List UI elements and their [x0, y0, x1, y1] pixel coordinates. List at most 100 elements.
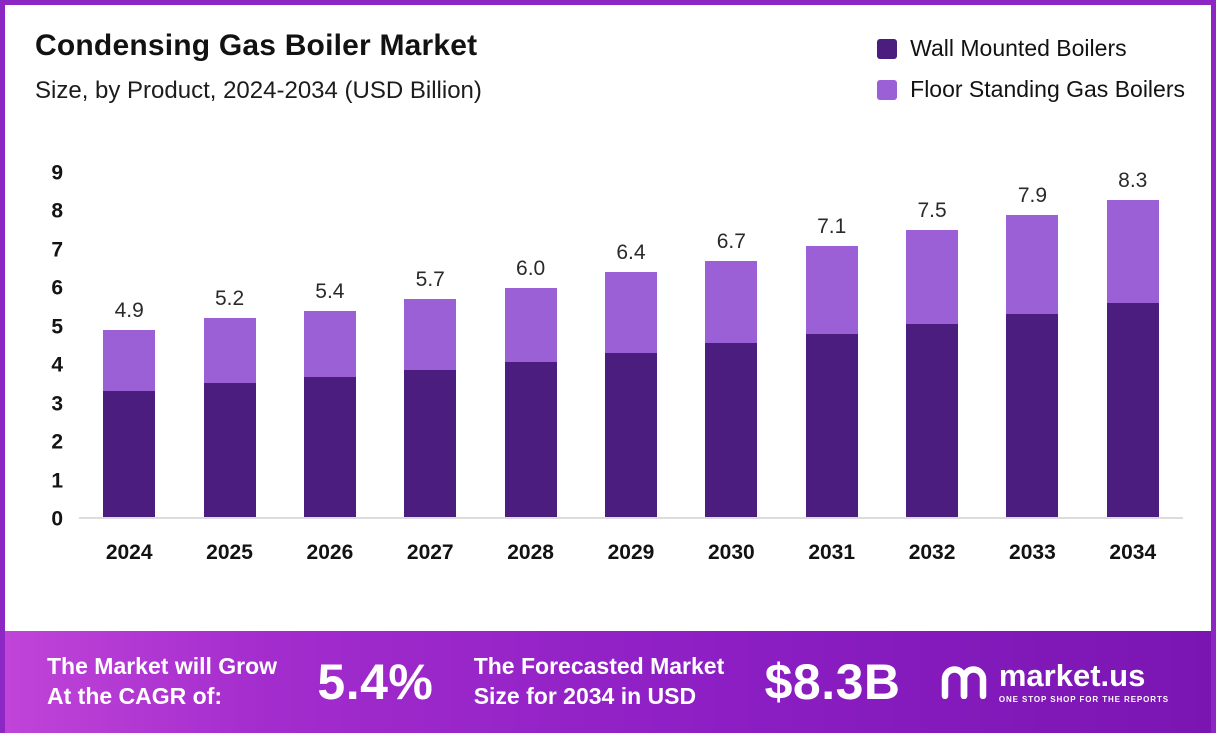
y-tick-9: 9: [51, 161, 63, 185]
bar-total-label: 7.1: [817, 214, 847, 238]
bar-segment-wall-mounted: [303, 377, 356, 517]
bar-2032: [906, 230, 959, 517]
bar-2027: [404, 299, 457, 517]
chart-header: Condensing Gas Boiler Market Size, by Pr…: [5, 29, 1211, 105]
bar-group-2034: 8.3: [1083, 168, 1183, 517]
bar-total-label: 7.9: [1017, 184, 1048, 208]
y-tick-8: 8: [51, 199, 63, 223]
x-label-2028: 2028: [507, 541, 554, 564]
cagr-label-line1: The Market will Grow: [47, 653, 278, 680]
bar-total-label: 4.9: [114, 298, 144, 322]
bar-2025: [203, 318, 256, 517]
chart-area: 0 1 2 3 4 5 6 7 8 9 4.9 5.2 5.4 5.7 6.0 6.4 6.7 7.1 7.5 7.…: [31, 163, 1183, 530]
bar-segment-floor-standing: [203, 318, 256, 384]
bar-group-2028: 6.0: [480, 173, 580, 517]
forecast-label-line2: Size for 2034 in USD: [473, 683, 697, 709]
bar-2030: [705, 260, 758, 517]
bar-segment-floor-standing: [705, 260, 758, 344]
market-us-logo-icon: [941, 661, 989, 704]
bar-total-label: 6.4: [616, 241, 646, 265]
bar-segment-floor-standing: [604, 272, 657, 353]
x-label-2026: 2026: [306, 541, 354, 564]
bar-2033: [1006, 215, 1059, 517]
bar-total-label: 5.4: [315, 279, 345, 303]
bar-segment-wall-mounted: [604, 352, 657, 517]
chart-section: Condensing Gas Boiler Market Size, by Pr…: [5, 5, 1211, 631]
legend-item-1: Floor Standing Gas Boilers: [877, 76, 1185, 103]
bar-segment-floor-standing: [504, 287, 557, 363]
x-label-2030: 2030: [707, 541, 755, 564]
bar-segment-wall-mounted: [404, 369, 457, 517]
bar-2029: [604, 272, 657, 517]
legend-swatch: [877, 38, 898, 59]
cagr-label-line2: At the CAGR of:: [47, 683, 223, 709]
x-label-2025: 2025: [206, 541, 253, 564]
bar-segment-wall-mounted: [1106, 302, 1159, 517]
x-label-2024: 2024: [105, 541, 153, 564]
plot-area: 4.9 5.2 5.4 5.7 6.0 6.4 6.7 7.1 7.5 7.9 8.3: [79, 168, 1183, 519]
bar-group-2025: 5.2: [179, 173, 279, 517]
bar-segment-wall-mounted: [203, 383, 256, 517]
cagr-value: 5.4%: [317, 654, 434, 710]
bar-group-2026: 5.4: [280, 173, 380, 517]
bar-group-2027: 5.7: [380, 173, 480, 517]
bar-total-label: 6.7: [716, 229, 746, 253]
bar-group-2029: 6.4: [581, 173, 681, 517]
bar-2034: [1106, 199, 1159, 517]
brand-name: market.us: [998, 658, 1146, 693]
brand-text: market.us ONE STOP SHOP FOR THE REPORTS: [999, 660, 1169, 704]
title-block: Condensing Gas Boiler Market Size, by Pr…: [35, 29, 482, 105]
brand: market.us ONE STOP SHOP FOR THE REPORTS: [941, 660, 1169, 704]
bar-total-label: 5.2: [214, 287, 245, 311]
x-label-2033: 2033: [1009, 541, 1056, 564]
bar-segment-wall-mounted: [805, 333, 858, 517]
y-tick-4: 4: [51, 353, 63, 377]
banner: The Market will Grow At the CAGR of: 5.4…: [5, 631, 1211, 733]
y-tick-1: 1: [51, 469, 63, 493]
bar-segment-wall-mounted: [103, 390, 156, 517]
bar-total-label: 8.3: [1118, 168, 1148, 192]
bar-group-2033: 7.9: [982, 173, 1082, 517]
bar-2028: [504, 287, 557, 517]
x-label-2031: 2031: [808, 541, 856, 564]
x-label-2027: 2027: [406, 541, 454, 564]
forecast-value: $8.3B: [764, 654, 901, 710]
bar-total-label: 5.7: [415, 268, 445, 292]
page-title: Condensing Gas Boiler Market: [35, 29, 478, 62]
forecast-label: The Forecasted Market Size for 2034 in U…: [474, 652, 725, 712]
legend: Wall Mounted Boilers Floor Standing Gas B…: [877, 29, 1185, 103]
y-tick-6: 6: [51, 276, 63, 300]
y-tick-3: 3: [51, 392, 63, 416]
y-tick-7: 7: [51, 238, 63, 262]
forecast-label-line1: The Forecasted Market: [473, 653, 725, 680]
bar-segment-floor-standing: [1106, 199, 1159, 303]
bar-segment-wall-mounted: [504, 362, 557, 517]
bar-group-2030: 6.7: [681, 173, 781, 517]
brand-tagline: ONE STOP SHOP FOR THE REPORTS: [998, 695, 1169, 704]
y-tick-5: 5: [51, 315, 63, 339]
cagr-label: The Market will Grow At the CAGR of:: [47, 652, 277, 712]
bar-segment-floor-standing: [404, 299, 457, 370]
bar-segment-wall-mounted: [705, 343, 758, 517]
legend-item-0: Wall Mounted Boilers: [877, 35, 1185, 62]
bar-segment-floor-standing: [1006, 215, 1059, 315]
page-subtitle: Size, by Product, 2024-2034 (USD Billion…: [35, 77, 482, 104]
x-axis: 2024 2025 2026 2027 2028 2029 2030 2031 2032 2033…: [79, 519, 1183, 565]
legend-label: Wall Mounted Boilers: [910, 35, 1127, 61]
y-tick-0: 0: [51, 507, 63, 531]
x-label-2034: 2034: [1109, 541, 1157, 564]
bar-segment-floor-standing: [303, 310, 356, 378]
bar-2026: [303, 310, 356, 517]
bar-segment-floor-standing: [805, 245, 858, 334]
legend-label: Floor Standing Gas Boilers: [910, 76, 1185, 102]
bar-total-label: 6.0: [516, 256, 546, 280]
bar-total-label: 7.5: [917, 199, 947, 223]
y-axis: 0 1 2 3 4 5 6 7 8 9: [31, 163, 79, 530]
bar-group-2031: 7.1: [782, 173, 882, 517]
x-label-2032: 2032: [908, 541, 956, 564]
x-label-2029: 2029: [607, 541, 655, 564]
bar-segment-floor-standing: [103, 329, 156, 391]
bar-2024: [103, 329, 156, 517]
y-tick-2: 2: [51, 430, 63, 454]
